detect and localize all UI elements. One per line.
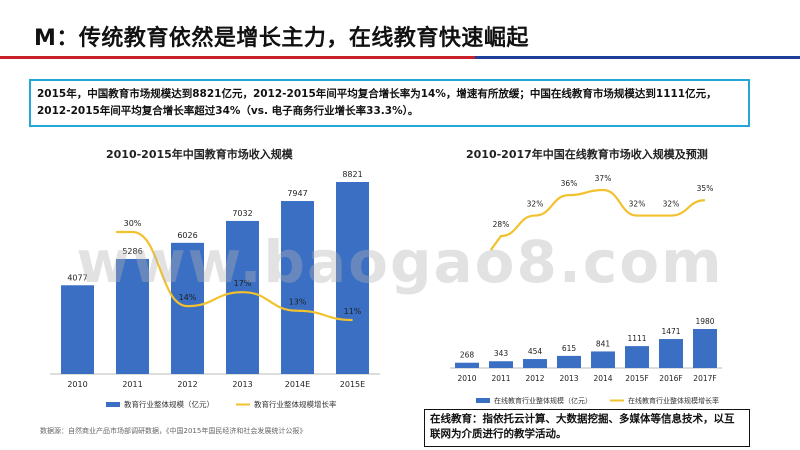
chart2-bar-label: 454: [528, 347, 543, 356]
title-rule-red: [0, 56, 475, 59]
chart2-growth-label: 35%: [697, 184, 714, 193]
chart1-tick-label: 2012: [177, 380, 197, 389]
chart1-title: 2010-2015年中国教育市场收入规模: [106, 148, 293, 161]
chart1-growth-label: 13%: [289, 298, 307, 307]
chart2-tick-label: 2017F: [693, 374, 716, 383]
chart1-growth-line: [116, 230, 353, 322]
chart2-bar: [591, 351, 615, 368]
chart2-tick-label: 2014: [593, 374, 612, 383]
chart2-bar: [523, 359, 547, 368]
chart2-bar: [455, 362, 479, 368]
chart2-growth-label: 32%: [629, 200, 646, 209]
chart2-growth-label: 37%: [595, 174, 612, 183]
chart2-tick-label: 2011: [491, 374, 510, 383]
chart1-bar-label: 7947: [287, 189, 307, 198]
source-note: 数据源：自然商业产品市场部调研数据，《中国2015年国民经济和社会发展统计公报》: [40, 427, 307, 435]
chart1-legend-bar-label: 教育行业整体规模（亿元）: [124, 399, 214, 409]
summary-box: 2015年，中国教育市场规模达到8821亿元，2012-2015年间平均复合增长…: [29, 79, 750, 127]
chart1-bar-label: 6026: [177, 231, 197, 240]
chart1-bar-label: 8821: [342, 170, 362, 179]
chart2-tick-label: 2012: [525, 374, 544, 383]
chart2-legend-bar-swatch: [476, 398, 490, 403]
chart2-tick-label: 2016F: [659, 374, 682, 383]
chart1-bar: [171, 242, 204, 374]
chart2-legend-line-label: 在线教育行业整体规模增长率: [628, 396, 719, 405]
chart2-bar-label: 1980: [695, 317, 714, 326]
chart1-bar-label: 7032: [232, 209, 252, 218]
chart2-title: 2010-2017年中国在线教育市场收入规模及预测: [466, 148, 708, 161]
chart2: 268 2010 343 2011 454 2012 615 2013 841 2014 1111 2…: [450, 174, 722, 405]
chart2-growth-line: [489, 188, 706, 251]
chart1-bar: [281, 201, 314, 374]
chart1-tick-label: 2015E: [340, 380, 365, 389]
chart2-bar-label: 1471: [661, 327, 680, 336]
chart1-tick-label: 2013: [232, 380, 252, 389]
chart2-tick-label: 2010: [457, 374, 476, 383]
chart2-growth-label: 32%: [663, 200, 680, 209]
chart2-bar: [659, 339, 683, 368]
chart1-tick-label: 2010: [67, 380, 87, 389]
title-rule-blue: [475, 56, 800, 59]
chart1-bar: [61, 285, 94, 374]
chart2-bar: [693, 329, 717, 368]
chart1-growth-label: 30%: [124, 219, 142, 228]
chart2-growth-label: 36%: [561, 179, 578, 188]
chart2-bar-label: 1111: [627, 334, 646, 343]
definition-note: 在线教育：指依托云计算、大数据挖掘、多媒体等信息技术，以互联网为介质进行的教学活…: [424, 409, 750, 447]
chart2-bar: [557, 355, 581, 368]
chart1-bar: [116, 258, 149, 374]
chart1-bar: [336, 182, 369, 374]
chart2-tick-label: 2015F: [625, 374, 648, 383]
chart2-growth-label: 28%: [493, 220, 510, 229]
chart1: 4077 2010 5286 2011 6026 2012 7032 2013 7947 2014…: [50, 170, 380, 409]
chart2-bar-label: 268: [460, 351, 475, 360]
chart2-growth-label: 32%: [527, 200, 544, 209]
chart2-bar-label: 615: [562, 344, 577, 353]
chart1-growth-label: 14%: [179, 293, 197, 302]
chart2-bar: [489, 361, 513, 368]
chart1-tick-label: 2011: [122, 380, 142, 389]
chart2-bar: [625, 346, 649, 368]
chart1-bar-label: 5286: [122, 247, 142, 256]
chart1-legend-line-label: 教育行业整体规模增长率: [254, 399, 337, 409]
chart2-tick-label: 2013: [559, 374, 578, 383]
chart1-growth-label: 11%: [344, 307, 362, 316]
chart1-growth-label: 17%: [234, 279, 252, 288]
slide-title: M：传统教育依然是增长主力，在线教育快速崛起: [34, 26, 529, 51]
chart2-bar-label: 841: [596, 339, 611, 348]
chart2-legend-bar-label: 在线教育行业整体规模（亿元）: [494, 396, 592, 405]
chart1-bar-label: 4077: [67, 273, 87, 282]
chart1-bar: [226, 220, 259, 374]
chart1-legend-bar-swatch: [106, 402, 120, 407]
chart1-tick-label: 2014E: [285, 380, 310, 389]
chart2-bar-label: 343: [494, 349, 509, 358]
